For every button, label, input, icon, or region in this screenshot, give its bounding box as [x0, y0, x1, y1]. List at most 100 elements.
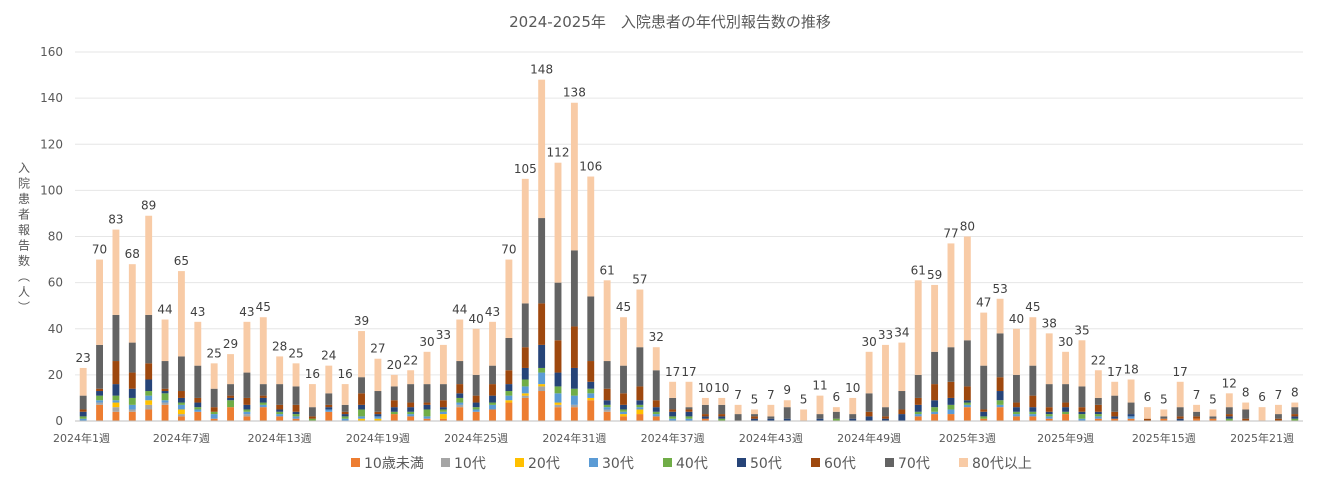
- data-label-total: 9: [783, 383, 791, 397]
- bar-segment: [898, 342, 906, 392]
- bar-segment: [669, 397, 677, 410]
- data-label-total: 7: [734, 388, 742, 402]
- data-label-total: 30: [1058, 335, 1073, 349]
- bar-segment: [259, 402, 267, 405]
- bar-segment: [931, 414, 939, 421]
- bar-segment: [898, 391, 906, 410]
- bar-segment: [882, 344, 889, 408]
- bar-segment: [963, 386, 971, 401]
- bar-segment: [1225, 414, 1233, 417]
- bar-segment: [439, 384, 447, 401]
- bar-segment: [636, 289, 644, 348]
- bar-segment: [521, 178, 529, 304]
- legend-swatch: [663, 458, 672, 467]
- bar-segment: [1094, 416, 1102, 419]
- data-label-total: 5: [1209, 392, 1217, 406]
- bar-segment: [325, 393, 333, 405]
- bar-segment: [603, 404, 611, 408]
- bar-segment: [603, 407, 611, 410]
- bar-segment: [112, 384, 120, 396]
- bar-segment: [636, 414, 644, 421]
- data-label-total: 27: [370, 342, 385, 356]
- y-tick-label: 40: [48, 322, 63, 336]
- data-label-total: 7: [767, 388, 775, 402]
- bar-segment: [276, 404, 284, 410]
- bar-segment: [439, 411, 447, 415]
- bar-segment: [259, 407, 267, 421]
- bar-segment: [652, 370, 660, 401]
- bar-segment: [669, 418, 677, 421]
- x-tick-label: 2024年1週: [53, 431, 110, 445]
- data-label-total: 6: [1144, 390, 1152, 404]
- bar-segment: [472, 395, 480, 403]
- bar-segment: [505, 391, 513, 396]
- bar-segment: [276, 384, 284, 405]
- bar-segment: [570, 388, 578, 396]
- legend-swatch: [885, 458, 894, 467]
- bar-segment: [1176, 407, 1184, 417]
- data-label-total: 7: [1193, 388, 1201, 402]
- data-label-total: 105: [514, 162, 537, 176]
- data-label-total: 33: [878, 328, 893, 342]
- bar-segment: [980, 411, 988, 417]
- bar-segment: [587, 296, 595, 362]
- bar-segment: [1193, 404, 1201, 412]
- bar-segment: [243, 397, 251, 405]
- bar-segment: [931, 351, 939, 385]
- bar-segment: [587, 400, 595, 421]
- data-label-total: 45: [256, 300, 271, 314]
- bar-segment: [521, 386, 529, 394]
- bar-segment: [963, 404, 971, 408]
- bar-segment: [603, 361, 611, 389]
- bar-segment: [292, 418, 300, 421]
- bar-segment: [718, 414, 726, 417]
- data-label-total: 17: [1107, 365, 1122, 379]
- bar-segment: [194, 407, 202, 410]
- bar-segment: [79, 416, 87, 419]
- bar-segment: [521, 393, 529, 396]
- data-label-total: 30: [419, 335, 434, 349]
- bar-segment: [194, 411, 202, 421]
- bar-segment: [194, 321, 202, 366]
- data-label-total: 57: [632, 273, 647, 287]
- bar-segment: [456, 407, 464, 421]
- bar-segment: [472, 409, 480, 412]
- bar-segment: [1013, 402, 1020, 408]
- bar-segment: [669, 381, 677, 398]
- bar-segment: [980, 312, 988, 366]
- bar-segment: [145, 215, 153, 315]
- bar-segment: [996, 407, 1004, 421]
- bar-segment: [636, 386, 644, 401]
- bar-segment: [1078, 386, 1086, 408]
- bar-segment: [210, 411, 218, 415]
- bar-segment: [521, 303, 529, 348]
- data-label-total: 59: [927, 268, 942, 282]
- bar-segment: [1013, 411, 1020, 415]
- bar-segment: [538, 372, 546, 385]
- y-tick-label: 20: [48, 368, 63, 382]
- bar-segment: [570, 367, 578, 389]
- bar-segment: [259, 404, 267, 408]
- bar-segment: [587, 176, 595, 297]
- data-label-total: 138: [563, 86, 586, 100]
- bar-segment: [390, 386, 398, 401]
- data-label-total: 10: [714, 381, 729, 395]
- bar-segment: [751, 414, 758, 417]
- x-tick-label: 2025年9週: [1037, 431, 1094, 445]
- bar-segment: [1127, 414, 1135, 417]
- bar-segment: [570, 326, 578, 368]
- bar-segment: [308, 384, 316, 408]
- data-label-total: 45: [1025, 300, 1040, 314]
- legend-label: 10代: [454, 456, 486, 472]
- x-tick-label: 2024年7週: [153, 431, 210, 445]
- x-tick-label: 2024年37週: [641, 431, 705, 445]
- bar-segment: [652, 347, 660, 371]
- bar-segment: [423, 404, 431, 410]
- y-tick-label: 0: [55, 414, 63, 428]
- bar-segment: [980, 416, 988, 419]
- bar-segment: [112, 361, 120, 385]
- data-label-total: 40: [469, 312, 484, 326]
- legend-swatch: [811, 458, 820, 467]
- bar-segment: [718, 397, 726, 405]
